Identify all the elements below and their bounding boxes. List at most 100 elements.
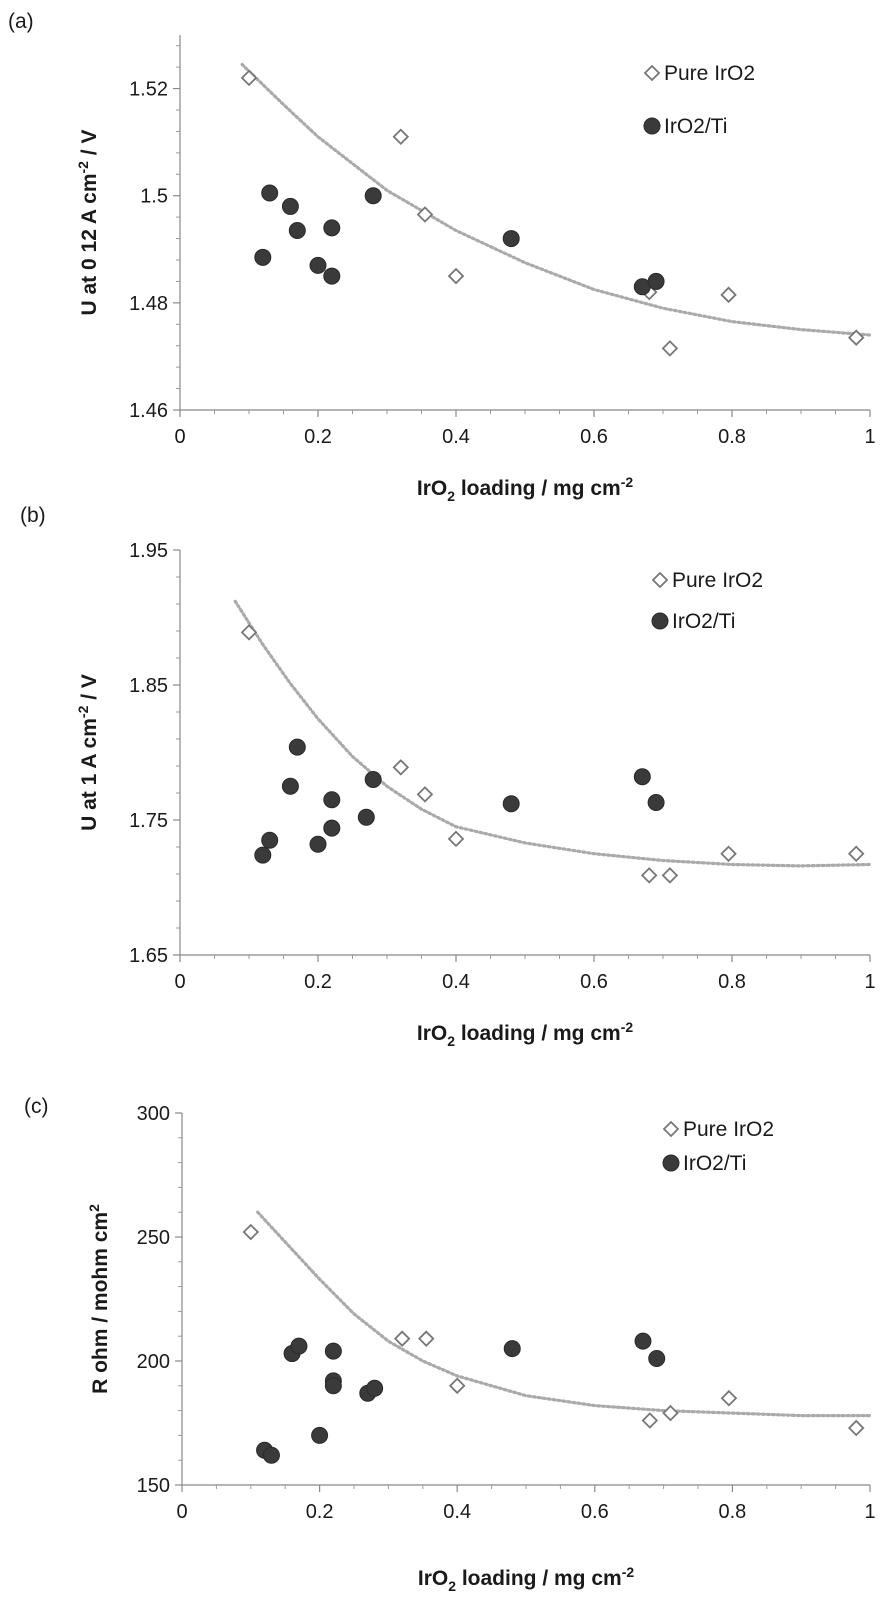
pure-iro2-point [640,867,658,884]
y-tick-label: 150 [137,1475,170,1497]
x-tick-label: 0.8 [718,1501,746,1523]
iro2-ti-point [254,248,272,266]
iro2-ti-point [364,187,382,205]
legend-entry-label: Pure IrO2 [683,1118,774,1141]
chart-a: (a) 1.46 1.48 1.5 1.52 0 0.2 0.4 0.6 0.8 1 IrO2 loa… [8,10,876,504]
iro2-ti-point [309,835,327,853]
y-tick-label: 1.75 [129,810,168,832]
pure-iro2-point [392,759,410,776]
iro2-ti-point [502,795,520,813]
y-tick-label: 1.46 [129,400,168,422]
pure-iro2-point [641,1412,659,1429]
x-tick-label: 0.2 [304,426,332,448]
iro2-ti-point [281,197,299,215]
iro2-ti-point [261,184,279,202]
x-tick-label: 1 [864,971,875,993]
x-tick-label: 0.8 [718,426,746,448]
pure-iro2-point [417,1330,435,1347]
iro2-ti-point [281,777,299,795]
x-axis-title: IrO2 loading / mg cm-2 [417,474,633,504]
x-tick-label: 0.4 [443,1501,471,1523]
pure-iro2-point [447,830,465,848]
y-tick-label: 1.95 [129,540,168,562]
x-tick-label: 1 [864,426,875,448]
pure-iro2-point [720,1389,738,1407]
x-tick-label: 0 [174,971,185,993]
x-tick-label: 1 [864,1501,875,1523]
x-tick-label: 0.4 [442,426,470,448]
trendline [233,599,872,868]
iro2-ti-point [288,738,306,756]
iro2-ti-point [634,1332,652,1350]
iro2-ti-point [503,1340,521,1358]
pure-iro2-point [240,69,258,87]
iro2-ti-point [323,791,341,809]
pure-iro2-point [416,786,434,803]
pure-iro2-point [847,329,865,346]
iro2-ti-point [288,222,306,240]
pure-iro2-point [847,845,865,863]
iro2-ti-point [633,768,651,786]
y-axis-title: U at 1 A cm-2 / V [75,674,101,831]
legend-diamond-marker [651,571,669,589]
x-tick-label: 0.2 [304,971,332,993]
y-axis-title: U at 0 12 A cm-2 / V [75,130,101,316]
pure-iro2-point [242,1223,260,1241]
pure-iro2-point [240,624,258,641]
legend-entry-label: Pure IrO2 [664,62,755,85]
iro2-ti-point [366,1379,384,1397]
iro2-ti-point [262,1446,280,1464]
iro2-ti-point [323,819,341,837]
x-tick-label: 0.6 [580,426,608,448]
pure-iro2-point [720,845,737,863]
panel-label: (b) [20,504,46,527]
y-tick-label: 1.65 [129,945,168,967]
iro2-ti-point [324,1377,342,1395]
pure-iro2-point [847,1419,865,1437]
x-axis-title: IrO2 loading / mg cm-2 [417,1019,633,1049]
iro2-ti-point [647,793,665,811]
x-axis-title: IrO2 loading / mg cm-2 [418,1564,634,1594]
pure-iro2-point [448,1377,466,1395]
x-tick-label: 0 [174,426,185,448]
pure-iro2-point [392,128,410,146]
pure-iro2-point [416,206,434,223]
y-axis-title: R ohm / mohm cm2 [86,1204,112,1394]
iro2-ti-point [261,831,279,849]
legend-entry-label: Pure IrO2 [672,569,763,592]
x-tick-label: 0.6 [581,1501,609,1523]
x-tick-label: 0.6 [580,971,608,993]
panel-label: (a) [8,10,34,33]
x-tick-label: 0.4 [442,971,470,993]
chart-b: (b) 1.65 1.75 1.85 1.95 0 0.2 0.4 0.6 0.8 1 IrO2 lo… [20,504,876,1049]
iro2-ti-point [323,267,341,285]
pure-iro2-point [447,267,465,285]
legend-circle-marker [643,117,661,135]
iro2-ti-point [254,846,272,864]
y-tick-label: 300 [137,1103,170,1125]
iro2-ti-point [357,808,375,826]
iro2-ti-point [311,1426,329,1444]
legend-entry-label: IrO2/Ti [672,610,735,633]
iro2-ti-point [364,771,382,788]
pure-iro2-point [661,867,679,884]
chart-c: (c) 150 200 250 300 0 0.2 0.4 0.6 0.8 1 IrO2 loadin… [24,1095,876,1594]
iro2-ti-point [647,272,665,290]
iro2-ti-point [309,256,327,274]
y-tick-label: 1.52 [129,79,168,101]
legend-diamond-marker [643,64,661,82]
pure-iro2-point [720,286,737,304]
trendline [256,1210,872,1418]
panel-label: (c) [24,1095,49,1118]
iro2-ti-point [648,1350,666,1368]
trendline [240,62,872,337]
pure-iro2-point [393,1330,411,1347]
iro2-ti-point [502,230,520,248]
y-tick-label: 200 [137,1351,170,1373]
legend-entry-label: IrO2/Ti [664,115,727,138]
x-tick-label: 0 [176,1501,187,1523]
legend-entry-label: IrO2/Ti [683,1152,746,1175]
iro2-ti-point [290,1337,308,1355]
pure-iro2-point [662,1404,679,1422]
